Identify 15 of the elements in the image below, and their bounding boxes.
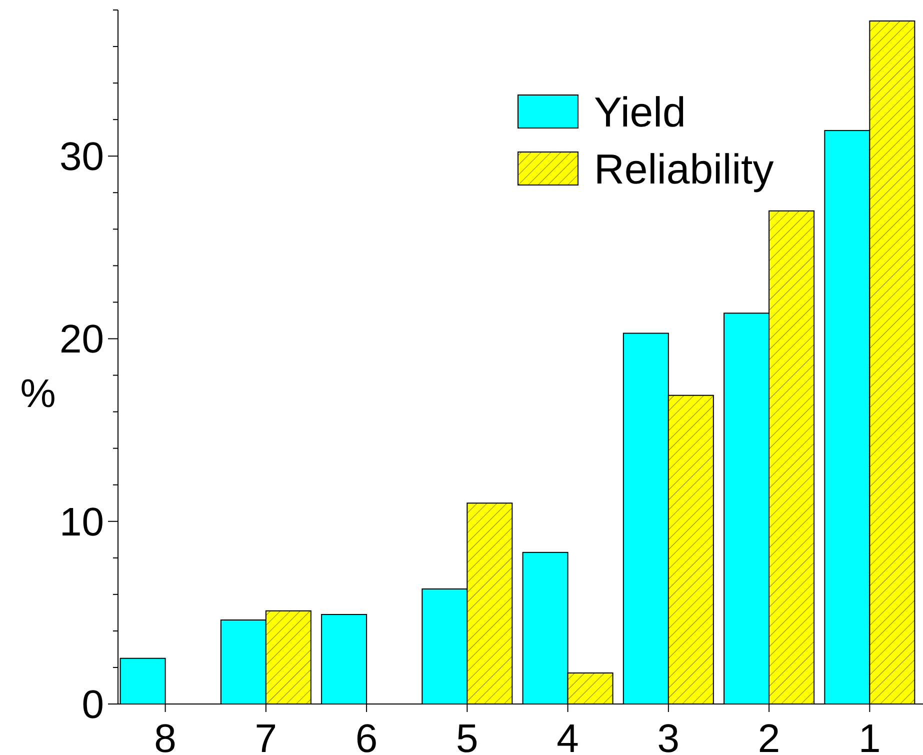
y-tick-label: 20 [60, 318, 104, 362]
y-tick-label: 0 [82, 683, 104, 727]
x-tick-label: 3 [657, 717, 680, 755]
x-tick-label: 1 [858, 717, 881, 755]
y-tick-label: 10 [60, 500, 104, 544]
x-tick-label: 5 [456, 717, 478, 755]
legend-label: Yield [594, 88, 686, 136]
x-tick-label: 4 [556, 717, 579, 755]
y-tick-label: 30 [60, 135, 104, 180]
y-axis-title: % [20, 372, 56, 416]
x-tick-label: 8 [154, 717, 176, 755]
x-tick-label: 2 [758, 717, 780, 755]
x-tick-label: 6 [355, 717, 378, 755]
legend-label: Reliability [594, 146, 774, 193]
x-tick-label: 7 [254, 717, 278, 755]
